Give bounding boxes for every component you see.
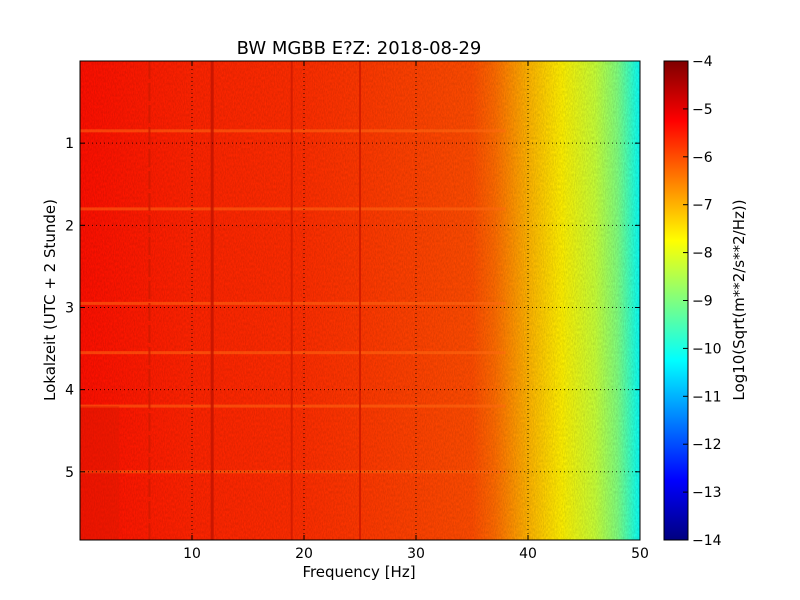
colorbar-tick-label: −12	[692, 437, 722, 453]
y-tick-label: 2	[65, 218, 74, 234]
plot-area: 10 20 30 40 50 1 2 3 4 5	[65, 60, 649, 562]
colorbar-tick-label: −8	[692, 246, 713, 262]
colorbar-tick-label: −11	[692, 389, 722, 405]
low-freq-energy	[80, 406, 120, 540]
x-tick-label: 20	[295, 546, 313, 562]
x-tick-label: 50	[631, 546, 649, 562]
x-axis-label: Frequency [Hz]	[302, 563, 415, 581]
colorbar-tick-label: −10	[692, 341, 722, 357]
y-tick-label: 1	[65, 136, 74, 152]
colorbar-tick-label: −9	[692, 294, 713, 310]
x-tick-label: 40	[519, 546, 537, 562]
time-band	[80, 301, 506, 305]
colorbar-tick-label: −6	[692, 150, 713, 166]
colorbar: −4 −5 −6 −7 −8 −9 −10 −11 −12 −13 −14	[663, 54, 722, 549]
colorbar-tick-label: −14	[692, 533, 722, 549]
colorbar-tick-label: −13	[692, 485, 722, 501]
time-band	[80, 404, 506, 408]
y-tick-label: 5	[65, 465, 74, 481]
colorbar-label: Log10(Sqrt(m**2/s**2/Hz))	[730, 199, 748, 400]
x-tick-label: 30	[407, 546, 425, 562]
chart-title: BW MGBB E?Z: 2018-08-29	[237, 38, 482, 59]
time-band	[80, 207, 506, 211]
time-band	[80, 351, 506, 355]
time-band	[80, 129, 506, 133]
colorbar-tick-label: −4	[692, 54, 713, 70]
y-axis-label: Lokalzeit (UTC + 2 Stunde)	[41, 199, 59, 401]
plot-frame	[79, 60, 641, 541]
colorbar-tick-label: −7	[692, 198, 713, 214]
y-tick-label: 4	[65, 383, 74, 399]
y-tick-label: 3	[65, 300, 74, 316]
x-tick-label: 10	[183, 546, 201, 562]
colorbar-tick-label: −5	[692, 102, 713, 118]
